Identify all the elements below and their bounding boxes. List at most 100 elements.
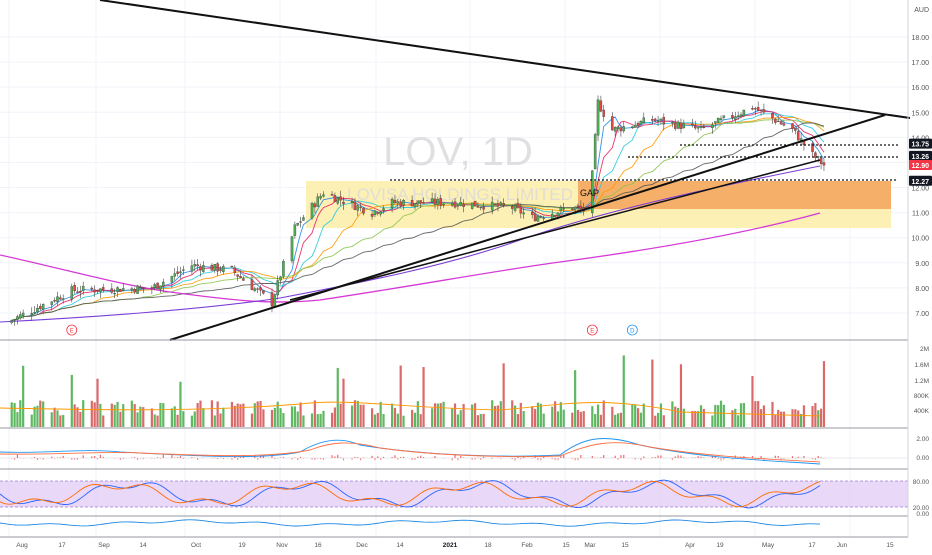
candle-body	[723, 116, 725, 118]
volume-bar	[271, 410, 273, 427]
volume-bar	[600, 415, 602, 427]
volume-bar	[377, 413, 379, 427]
macd-histogram-bar	[783, 458, 784, 459]
time-tick-label: Mar	[584, 542, 596, 549]
candle-body	[194, 264, 196, 266]
candle-body	[122, 288, 124, 290]
candle-body	[743, 110, 745, 116]
candle-body	[360, 207, 362, 208]
macd-histogram-bar	[798, 457, 799, 458]
candle-body	[62, 299, 64, 300]
macd-histogram-bar	[134, 457, 135, 458]
volume-bar	[257, 401, 259, 427]
time-tick-label: Feb	[521, 542, 533, 549]
candle-body	[19, 315, 21, 319]
macd-histogram-bar	[818, 456, 819, 458]
volume-bar	[302, 415, 304, 427]
candle-body	[671, 122, 673, 123]
volume-bar	[159, 403, 161, 427]
volume-bar	[59, 415, 61, 427]
volume-bar	[237, 404, 239, 427]
candle-body	[314, 204, 316, 207]
volume-bar	[763, 405, 765, 427]
volume-bar	[551, 407, 553, 427]
candle-body	[463, 204, 465, 207]
candle-body	[674, 123, 676, 129]
candle-body	[680, 123, 682, 129]
candle-body	[603, 110, 605, 117]
volume-bar	[322, 411, 324, 427]
macd-histogram-bar	[103, 457, 104, 458]
volume-bar	[657, 413, 659, 427]
stoch-tick-label: 80.00	[913, 479, 930, 486]
macd-histogram-bar	[297, 458, 298, 460]
volume-bar	[557, 411, 559, 427]
macd-histogram-bar	[520, 458, 521, 459]
macd-histogram-bar	[157, 457, 158, 458]
macd-histogram-bar	[420, 456, 421, 458]
macd-histogram-bar	[43, 458, 44, 460]
candle-body	[31, 313, 33, 315]
volume-bar	[637, 408, 639, 427]
volume-bar	[511, 400, 513, 427]
macd-histogram-bar	[163, 455, 164, 458]
macd-histogram-bar	[294, 457, 295, 458]
candle-body	[234, 268, 236, 273]
candle-body	[654, 119, 656, 121]
volume-bar	[74, 404, 76, 427]
macd-histogram-bar	[260, 457, 261, 458]
macd-histogram-bar	[37, 458, 38, 460]
volume-bar	[197, 403, 199, 427]
volume-bar	[134, 404, 136, 427]
price-tick-label: 12.00	[911, 186, 929, 193]
macd-histogram-bar	[397, 458, 398, 460]
volume-bar	[71, 375, 73, 427]
candle-body	[597, 100, 599, 136]
macd-histogram-bar	[191, 457, 192, 458]
volume-bar	[274, 408, 276, 427]
macd-histogram-bar	[14, 458, 15, 460]
macd-histogram-bar	[560, 456, 561, 458]
macd-histogram-bar	[291, 458, 292, 460]
macd-histogram-bar	[463, 457, 464, 458]
macd-histogram-bar	[815, 458, 816, 460]
macd-histogram-bar	[792, 456, 793, 458]
candle-body	[454, 202, 456, 207]
candle-body	[471, 203, 473, 209]
macd-histogram-bar	[600, 457, 601, 458]
candle-body	[660, 119, 662, 120]
macd-histogram-bar	[377, 456, 378, 458]
candle-body	[757, 107, 759, 110]
earnings-marker-label: E	[590, 329, 594, 335]
volume-bar	[320, 414, 322, 427]
volume-bar	[497, 405, 499, 427]
macd-histogram-bar	[474, 458, 475, 459]
macd-histogram-bar	[34, 457, 35, 458]
candle-body	[763, 109, 765, 112]
macd-histogram-bar	[343, 458, 344, 461]
time-tick-label: Dec	[356, 542, 368, 549]
time-tick-label: Aug	[16, 542, 28, 549]
volume-bar	[617, 413, 619, 427]
candle-body	[574, 207, 576, 209]
volume-bar	[219, 413, 221, 427]
macd-histogram-bar	[517, 457, 518, 458]
candlestick	[597, 96, 599, 141]
candle-body	[557, 213, 559, 216]
volume-bar	[457, 414, 459, 427]
volume-bar	[191, 416, 193, 427]
volume-bar	[217, 401, 219, 427]
candle-body	[79, 291, 81, 292]
macd-histogram-bar	[400, 457, 401, 458]
price-tick-label: 7.00	[915, 311, 929, 318]
candle-body	[440, 198, 442, 205]
volume-bar	[631, 404, 633, 427]
volume-bar	[374, 415, 376, 427]
volume-bar	[297, 411, 299, 427]
candle-body	[637, 123, 639, 125]
volume-bar	[56, 410, 58, 427]
candle-body	[274, 296, 276, 307]
time-tick-label: 18	[484, 542, 492, 549]
